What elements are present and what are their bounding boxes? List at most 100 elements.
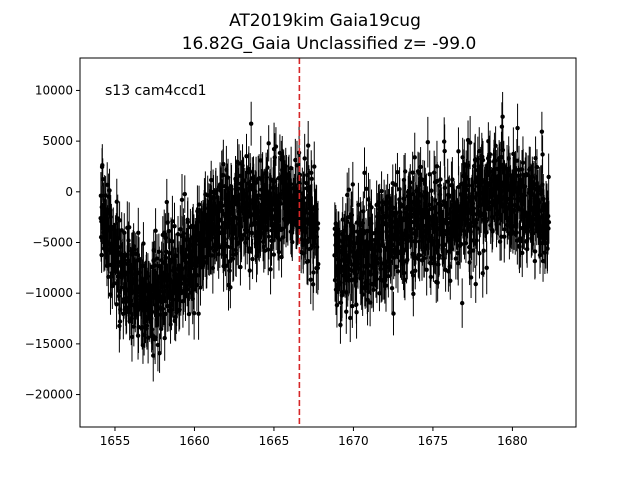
data-point	[395, 169, 400, 175]
data-point	[316, 261, 321, 267]
x-tick-label: 1680	[497, 434, 528, 448]
data-point	[162, 335, 167, 341]
data-point	[473, 281, 478, 287]
data-point	[266, 234, 272, 239]
data-point	[122, 230, 127, 235]
data-point	[312, 164, 317, 169]
data-point	[402, 277, 408, 282]
y-tick-label: −10000	[25, 286, 73, 300]
data-point	[250, 256, 255, 262]
x-tick-label: 1675	[418, 434, 449, 448]
data-point	[374, 276, 380, 282]
data-point	[247, 246, 252, 251]
data-point	[420, 177, 426, 183]
y-axis: −20000 −15000 −10000 −5000 0 5000 10000	[25, 83, 80, 402]
data-point	[293, 157, 298, 163]
data-point	[484, 265, 489, 271]
data-point	[145, 335, 151, 340]
data-point	[402, 169, 408, 174]
data-point	[345, 219, 350, 224]
data-point	[409, 219, 415, 225]
data-point	[389, 285, 395, 291]
data-point	[129, 334, 135, 340]
data-point	[438, 177, 443, 182]
data-point	[173, 314, 178, 320]
data-point	[266, 141, 271, 146]
data-point	[239, 236, 244, 241]
data-point	[410, 170, 415, 175]
data-point	[311, 270, 316, 275]
data-point	[422, 255, 427, 261]
data-point	[500, 114, 505, 119]
data-point	[273, 144, 279, 149]
data-point	[221, 161, 226, 167]
data-point	[520, 250, 525, 256]
data-point	[196, 311, 201, 316]
data-point	[348, 315, 353, 321]
data-point	[236, 161, 242, 166]
data-point	[265, 165, 270, 170]
data-point	[425, 139, 431, 145]
data-point	[158, 326, 164, 332]
data-point	[332, 277, 338, 283]
data-point	[179, 197, 185, 203]
data-point	[220, 208, 225, 214]
data-point	[434, 178, 440, 184]
data-point	[136, 230, 141, 235]
data-point	[256, 176, 262, 181]
data-point	[175, 232, 181, 237]
data-point	[217, 244, 223, 250]
data-point	[424, 267, 429, 273]
x-tick-label: 1655	[100, 434, 131, 448]
data-point	[248, 121, 254, 126]
data-point	[302, 156, 307, 161]
data-point	[468, 275, 474, 280]
data-point	[474, 238, 479, 243]
data-point	[186, 311, 192, 317]
data-point	[493, 143, 498, 148]
data-point	[288, 165, 294, 171]
data-point	[294, 163, 300, 168]
x-tick-label: 1665	[259, 434, 290, 448]
data-point	[439, 202, 444, 208]
data-point	[362, 170, 367, 176]
data-point	[196, 202, 202, 207]
data-point	[445, 215, 451, 221]
data-point	[230, 256, 236, 261]
data-point	[456, 149, 461, 154]
data-point	[244, 153, 249, 159]
data-point	[209, 177, 214, 183]
data-point	[499, 234, 504, 239]
data-point	[447, 193, 452, 198]
data-point	[369, 205, 374, 210]
data-point	[468, 224, 474, 229]
data-point	[191, 311, 197, 316]
data-point	[459, 241, 464, 247]
data-point	[371, 287, 376, 293]
data-point	[305, 258, 311, 264]
data-point	[393, 182, 398, 188]
data-point	[540, 152, 545, 157]
data-point	[480, 271, 485, 276]
data-point	[466, 183, 472, 188]
data-point	[467, 140, 473, 145]
data-point	[114, 199, 119, 204]
data-point	[354, 310, 359, 315]
data-point	[477, 251, 482, 256]
data-point	[437, 253, 442, 258]
data-point	[161, 298, 167, 304]
y-tick-label: 10000	[35, 83, 73, 97]
data-point	[453, 256, 459, 261]
data-point	[431, 170, 437, 175]
data-point	[100, 176, 105, 182]
data-point	[166, 228, 171, 234]
data-point	[345, 192, 350, 198]
data-point	[228, 285, 233, 290]
data-point	[185, 219, 191, 225]
data-point	[117, 218, 122, 223]
y-tick-label: −15000	[25, 337, 73, 351]
data-point	[364, 186, 369, 192]
data-point	[367, 300, 373, 305]
data-point	[459, 300, 465, 306]
plot-frame	[79, 57, 577, 428]
